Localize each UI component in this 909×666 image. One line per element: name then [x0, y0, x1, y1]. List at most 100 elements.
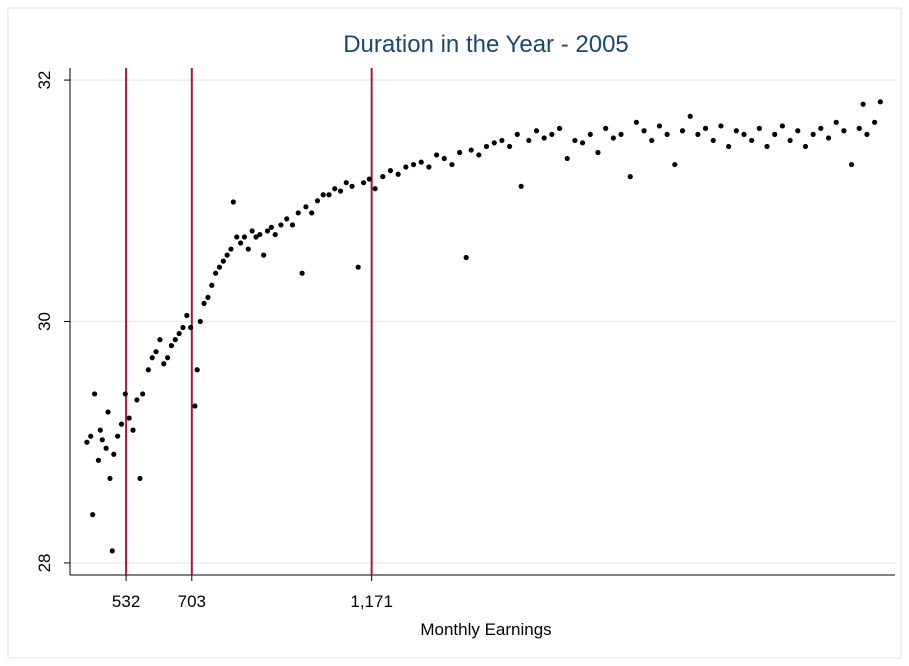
point: [549, 131, 555, 137]
point: [134, 397, 140, 403]
point: [372, 186, 378, 192]
point: [726, 143, 732, 150]
point: [441, 155, 447, 162]
point: [595, 149, 601, 156]
x-tick-label: 532: [112, 592, 140, 611]
point: [810, 131, 816, 137]
point: [387, 168, 394, 174]
point: [741, 131, 747, 137]
point: [403, 164, 409, 170]
point: [84, 439, 90, 445]
point: [787, 137, 793, 144]
point: [115, 433, 121, 439]
point: [118, 421, 125, 427]
point: [105, 409, 111, 415]
point: [506, 143, 513, 150]
point: [234, 234, 240, 240]
point: [107, 475, 113, 482]
point: [649, 137, 655, 144]
point: [253, 234, 259, 240]
point: [99, 437, 105, 443]
point: [366, 176, 372, 182]
point: [872, 119, 878, 125]
point: [426, 164, 432, 170]
point: [343, 180, 349, 186]
point: [90, 512, 96, 518]
point: [238, 240, 244, 246]
point: [153, 349, 159, 355]
point: [220, 258, 226, 264]
point: [145, 367, 151, 373]
point: [272, 231, 278, 238]
point: [197, 318, 203, 325]
point: [833, 119, 839, 125]
point: [309, 210, 315, 216]
point: [802, 143, 809, 150]
point: [856, 125, 862, 131]
point: [695, 131, 701, 137]
point: [268, 224, 274, 230]
x-tick-label: 703: [178, 592, 206, 611]
point: [224, 252, 230, 258]
point: [410, 161, 417, 168]
point: [91, 391, 98, 397]
point: [395, 171, 401, 177]
point: [541, 135, 547, 141]
point: [205, 294, 211, 300]
point: [610, 135, 616, 141]
point: [355, 264, 361, 270]
point: [687, 113, 693, 119]
point: [216, 264, 223, 270]
point: [556, 125, 563, 131]
point: [360, 180, 367, 186]
point: [209, 282, 215, 288]
point: [795, 128, 801, 134]
chart-title: Duration in the Year - 2005: [343, 31, 629, 58]
point: [679, 128, 686, 134]
point: [841, 128, 847, 134]
point: [491, 140, 497, 146]
point: [772, 131, 778, 137]
point: [718, 123, 724, 129]
y-tick-label: 30: [35, 312, 54, 331]
point: [137, 475, 143, 482]
point: [587, 131, 593, 137]
point: [433, 152, 440, 158]
point: [130, 427, 136, 433]
point: [864, 131, 870, 137]
point: [764, 143, 770, 150]
point: [756, 125, 762, 131]
point: [314, 198, 321, 204]
point: [122, 391, 128, 397]
point: [320, 192, 326, 198]
point: [337, 188, 344, 194]
point: [249, 228, 255, 234]
point: [825, 135, 832, 141]
point: [877, 99, 883, 105]
point: [192, 403, 198, 409]
point: [457, 149, 463, 156]
point: [261, 252, 267, 258]
point: [157, 337, 163, 343]
point: [172, 337, 178, 343]
point: [326, 192, 332, 198]
point: [264, 228, 271, 234]
point: [165, 355, 171, 361]
point: [109, 548, 115, 554]
point: [140, 391, 146, 397]
y-tick-label: 28: [35, 553, 54, 572]
point: [299, 270, 305, 276]
point: [664, 131, 670, 137]
point: [463, 254, 469, 261]
point: [468, 147, 474, 153]
point: [194, 367, 200, 373]
point: [201, 300, 207, 306]
point: [449, 161, 455, 168]
point: [627, 174, 633, 180]
point: [656, 123, 663, 129]
point: [641, 128, 647, 134]
point: [483, 143, 490, 150]
point: [380, 174, 386, 180]
point: [180, 324, 186, 331]
